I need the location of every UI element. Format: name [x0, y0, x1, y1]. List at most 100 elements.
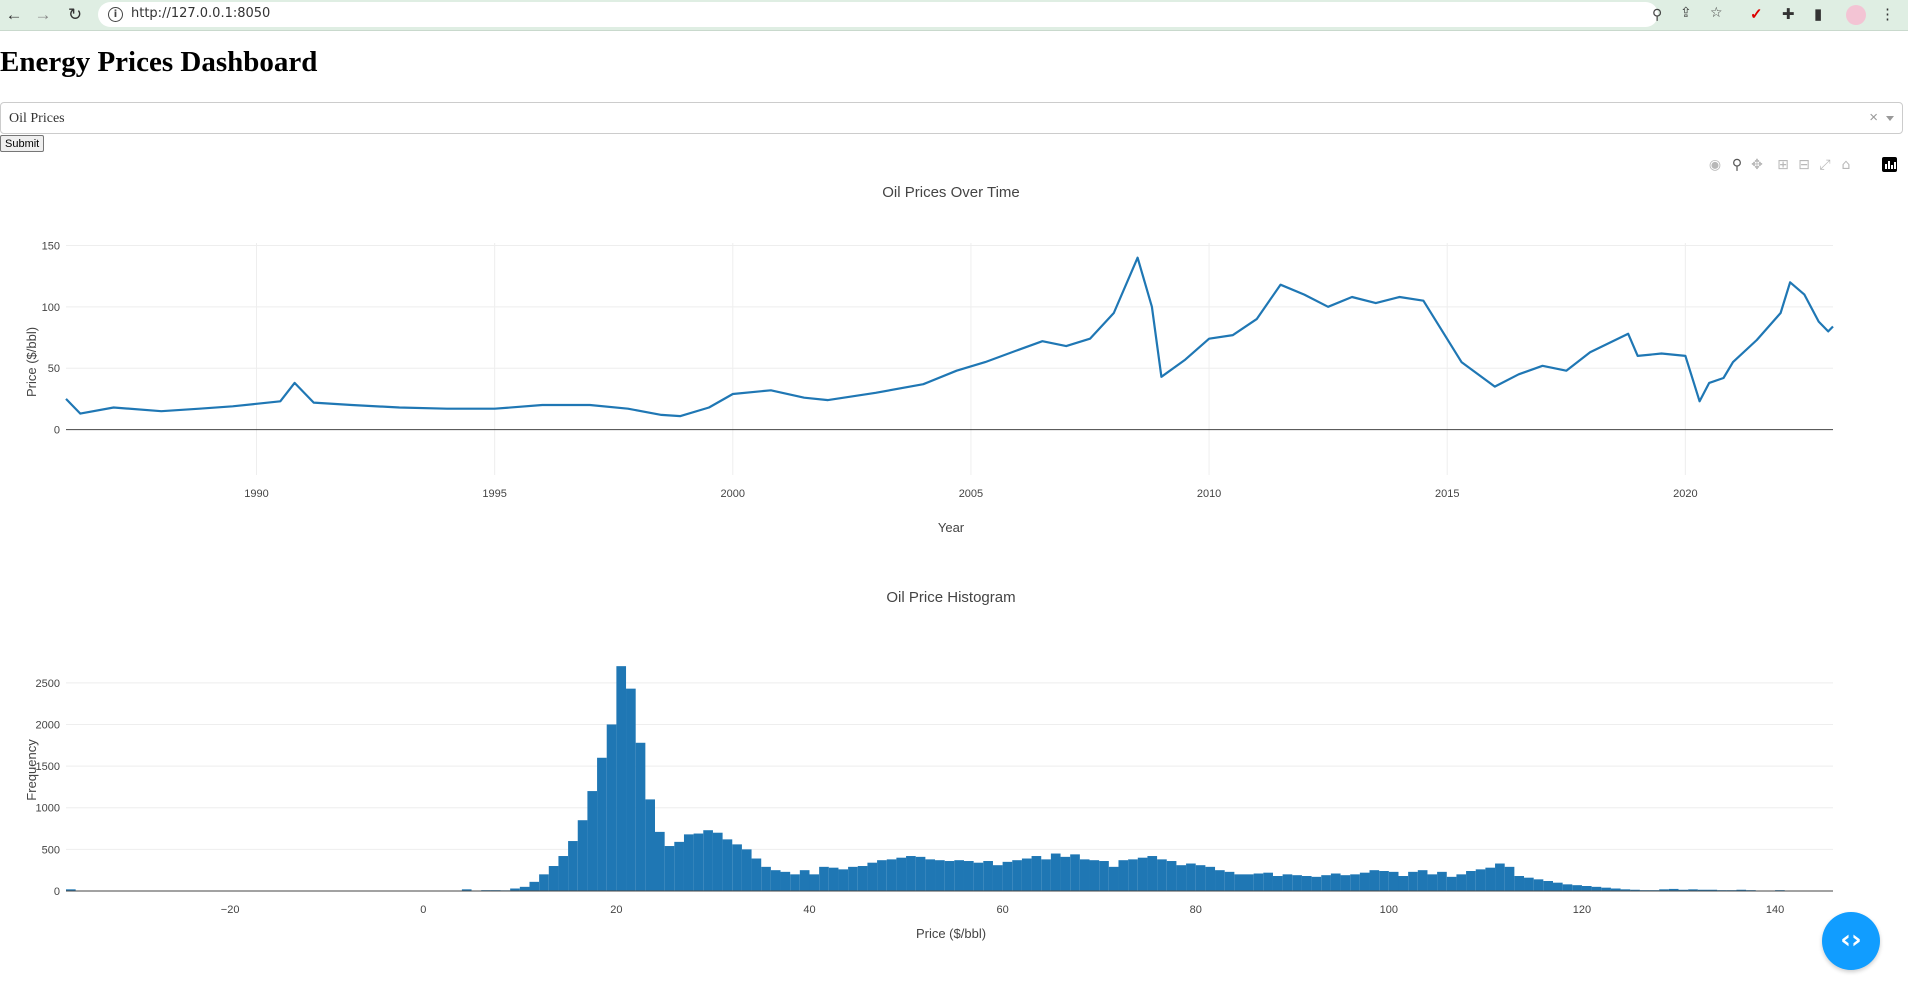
reset-axes-icon[interactable]: ⌂	[1841, 157, 1851, 173]
histogram-bar[interactable]	[1379, 871, 1389, 891]
histogram-bar[interactable]	[1678, 889, 1689, 891]
histogram-bar[interactable]	[1562, 884, 1573, 891]
histogram-bar[interactable]	[1089, 860, 1100, 891]
histogram-bar[interactable]	[1321, 875, 1331, 891]
histogram-bar[interactable]	[1301, 876, 1312, 891]
histogram-bar[interactable]	[857, 866, 868, 891]
histogram-bar[interactable]	[1137, 857, 1148, 891]
histogram-bar[interactable]	[1668, 888, 1679, 891]
address-bar[interactable]: i http://127.0.0.1:8050 ⚲	[98, 2, 1662, 27]
histogram-bar[interactable]	[1736, 889, 1747, 891]
histogram-bar[interactable]	[66, 889, 76, 891]
histogram-bar[interactable]	[587, 791, 598, 891]
histogram-bar[interactable]	[877, 860, 887, 891]
histogram-bar[interactable]	[1186, 863, 1196, 891]
histogram-bar[interactable]	[741, 849, 752, 891]
histogram-bar[interactable]	[1195, 865, 1206, 891]
histogram-bar[interactable]	[616, 666, 627, 891]
histogram-bar[interactable]	[809, 874, 820, 891]
histogram-bar[interactable]	[732, 844, 742, 891]
histogram-bar[interactable]	[983, 861, 993, 891]
histogram-bar[interactable]	[558, 856, 569, 891]
histogram-bar[interactable]	[848, 866, 858, 891]
histogram-bar[interactable]	[664, 846, 675, 891]
zoom-in-icon[interactable]: ⊞	[1777, 157, 1789, 173]
histogram-bar[interactable]	[828, 867, 839, 891]
histogram-bar[interactable]	[780, 871, 791, 891]
histogram-bar[interactable]	[1388, 871, 1399, 891]
histogram-bar[interactable]	[1543, 881, 1553, 891]
zoom-icon[interactable]: ⚲	[1652, 7, 1663, 23]
histogram-bar[interactable]	[1620, 889, 1631, 891]
histogram-bar[interactable]	[1514, 876, 1525, 891]
histogram-bar[interactable]	[1398, 876, 1409, 891]
histogram-bar[interactable]	[1060, 856, 1071, 891]
autoscale-icon[interactable]: ⤢	[1819, 157, 1831, 173]
histogram-bar[interactable]	[1437, 871, 1447, 891]
histogram-bar[interactable]	[973, 862, 984, 891]
histogram-bar[interactable]	[1552, 882, 1563, 891]
energy-type-dropdown[interactable]: Oil Prices ×	[0, 102, 1903, 134]
histogram-bar[interactable]	[1166, 861, 1177, 891]
histogram-bar[interactable]	[944, 861, 955, 891]
histogram-bar[interactable]	[1108, 866, 1119, 891]
profile-avatar-icon[interactable]	[1846, 5, 1866, 25]
dash-devtools-button[interactable]: ‹›	[1822, 912, 1880, 970]
histogram-bar[interactable]	[1215, 870, 1225, 891]
histogram-bar[interactable]	[799, 870, 810, 891]
clear-icon[interactable]: ×	[1869, 109, 1878, 126]
histogram-bar[interactable]	[1176, 865, 1187, 891]
histogram-bar[interactable]	[597, 757, 607, 891]
histogram-bar[interactable]	[751, 858, 762, 891]
histogram-bar[interactable]	[1369, 870, 1380, 891]
forward-button[interactable]: →	[31, 3, 55, 27]
histogram-bar[interactable]	[1070, 854, 1080, 891]
histogram-bar[interactable]	[1079, 859, 1090, 891]
histogram-bar[interactable]	[568, 841, 578, 891]
histogram-bar[interactable]	[867, 862, 878, 891]
extensions-puzzle-icon[interactable]: ✚	[1782, 6, 1795, 23]
histogram-bar[interactable]	[838, 869, 849, 891]
histogram-bar[interactable]	[896, 857, 907, 891]
bookmark-star-icon[interactable]: ☆	[1710, 5, 1723, 21]
histogram-bar[interactable]	[992, 865, 1003, 891]
histogram-bar[interactable]	[954, 860, 964, 891]
histogram-bar[interactable]	[606, 724, 617, 891]
histogram-bar[interactable]	[1707, 889, 1718, 891]
histogram-bar[interactable]	[645, 799, 655, 891]
histogram-bar[interactable]	[655, 831, 665, 891]
histogram-bar[interactable]	[1050, 853, 1061, 891]
back-button[interactable]: ←	[2, 3, 26, 27]
histogram-bar[interactable]	[963, 861, 974, 891]
histogram-bar[interactable]	[1610, 888, 1621, 892]
histogram-bar[interactable]	[886, 859, 897, 891]
histogram-bar[interactable]	[1475, 869, 1486, 891]
histogram-bar[interactable]	[1601, 887, 1611, 891]
histogram-bar[interactable]	[1031, 856, 1042, 891]
histogram-bar[interactable]	[819, 866, 829, 891]
histogram-bar[interactable]	[1157, 859, 1167, 891]
histogram-bar[interactable]	[1697, 889, 1708, 891]
histogram-bar[interactable]	[1495, 863, 1505, 891]
histogram-bar[interactable]	[1340, 875, 1351, 891]
histogram-bar[interactable]	[915, 856, 926, 891]
histogram-bar[interactable]	[1408, 871, 1418, 891]
histogram-bar[interactable]	[1311, 876, 1322, 891]
reload-button[interactable]: ↻	[63, 3, 87, 27]
histogram-bar[interactable]	[1359, 872, 1370, 891]
histogram-bar[interactable]	[1263, 872, 1273, 891]
histogram-bar[interactable]	[1021, 858, 1032, 891]
histogram-bar[interactable]	[761, 866, 771, 891]
histogram-bar[interactable]	[1330, 873, 1341, 891]
histogram-bar[interactable]	[626, 688, 636, 891]
histogram-bar[interactable]	[790, 874, 800, 891]
share-icon[interactable]: ⇪	[1680, 5, 1692, 21]
histogram-bar[interactable]	[1128, 859, 1138, 891]
histogram-bar[interactable]	[1224, 871, 1235, 891]
histogram-bar[interactable]	[1205, 866, 1216, 891]
histogram-bar[interactable]	[1659, 889, 1669, 891]
histogram-bar[interactable]	[1147, 856, 1158, 891]
histogram-bar[interactable]	[770, 870, 781, 891]
histogram-bar[interactable]	[1688, 889, 1698, 891]
histogram-bar[interactable]	[1118, 860, 1129, 891]
